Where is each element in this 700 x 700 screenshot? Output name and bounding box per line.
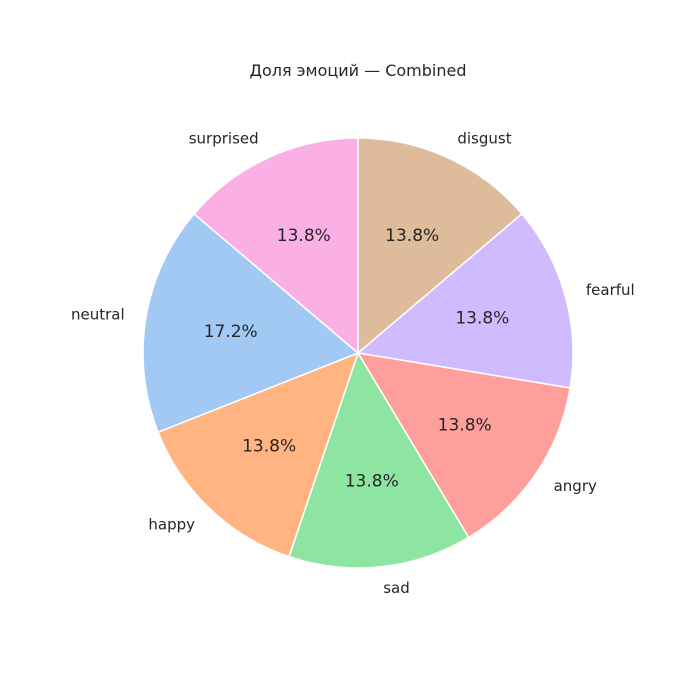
pie-category-label-fearful: fearful (586, 281, 635, 299)
pie-slices (142, 137, 574, 569)
pie-slice-surprised (193, 137, 359, 355)
pie-slice-fearful (356, 212, 574, 389)
pie-slice-sad (288, 351, 470, 569)
pie-slice-happy (157, 351, 360, 558)
pie-percent-label-fearful: 13.8% (455, 309, 509, 329)
pie-percent-label-disgust: 13.8% (385, 226, 439, 246)
pie-slice-neutral (142, 212, 360, 434)
pie-slice-angry (356, 351, 571, 539)
pie-percent-label-happy: 13.8% (242, 436, 296, 456)
pie-percent-label-neutral: 17.2% (204, 322, 258, 342)
pie-percent-label-surprised: 13.8% (277, 226, 331, 246)
pie-category-label-sad: sad (383, 579, 410, 597)
pie-category-label-surprised: surprised (189, 129, 259, 147)
pie-category-label-neutral: neutral (71, 306, 125, 324)
pie-percent-label-sad: 13.8% (345, 471, 399, 491)
pie-category-label-angry: angry (554, 477, 597, 495)
pie-percent-label-angry: 13.8% (438, 416, 492, 436)
chart-title: Доля эмоций — Combined (249, 61, 466, 80)
pie-slice-disgust (357, 137, 523, 355)
pie-category-label-happy: happy (148, 515, 195, 533)
pie-category-label-disgust: disgust (457, 129, 511, 147)
pie-labels: 13.8% disgust 13.8% fearful 13.8% angry 13.8% s… (71, 129, 635, 597)
